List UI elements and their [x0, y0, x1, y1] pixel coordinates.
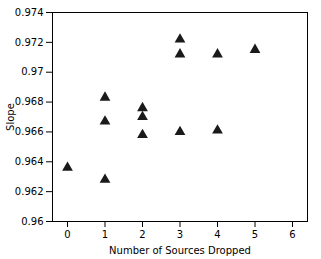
- svg-text:5: 5: [252, 229, 258, 240]
- svg-text:Slope: Slope: [5, 103, 16, 131]
- svg-text:0.96: 0.96: [21, 216, 43, 227]
- svg-text:0.97: 0.97: [21, 66, 43, 77]
- svg-text:1: 1: [102, 229, 108, 240]
- svg-text:0: 0: [64, 229, 70, 240]
- svg-text:0.974: 0.974: [15, 7, 44, 18]
- svg-text:0.964: 0.964: [15, 156, 44, 167]
- svg-text:0.968: 0.968: [15, 96, 44, 107]
- svg-text:Number of Sources Dropped: Number of Sources Dropped: [109, 245, 251, 256]
- svg-text:0.966: 0.966: [15, 126, 44, 137]
- svg-text:0.972: 0.972: [15, 37, 44, 48]
- svg-text:6: 6: [289, 229, 295, 240]
- svg-text:4: 4: [214, 229, 220, 240]
- svg-text:0.962: 0.962: [15, 186, 44, 197]
- svg-text:3: 3: [177, 229, 183, 240]
- svg-text:2: 2: [139, 229, 145, 240]
